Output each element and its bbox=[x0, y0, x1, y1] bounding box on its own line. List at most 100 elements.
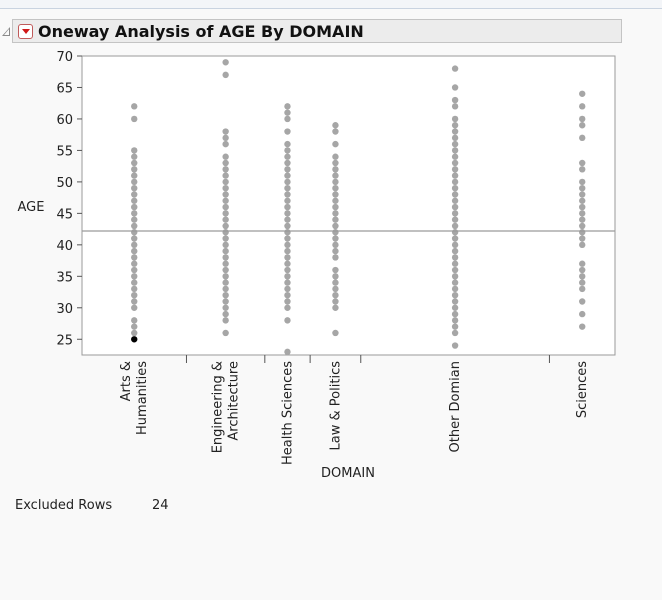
data-point bbox=[451, 153, 459, 160]
data-point bbox=[451, 172, 459, 179]
outline-header[interactable]: Oneway Analysis of AGE By DOMAIN bbox=[2, 19, 622, 43]
data-point bbox=[332, 203, 339, 211]
data-point bbox=[579, 134, 586, 142]
y-tick-label: 40 bbox=[56, 239, 73, 254]
disclosure-triangle-icon[interactable] bbox=[2, 27, 10, 36]
data-point bbox=[579, 197, 586, 204]
data-point bbox=[284, 153, 291, 160]
data-point bbox=[332, 191, 339, 198]
x-axis-label: DOMAIN bbox=[321, 466, 375, 481]
data-point bbox=[451, 285, 459, 293]
data-point bbox=[332, 229, 339, 236]
plot-frame bbox=[81, 55, 616, 356]
data-point bbox=[131, 298, 138, 305]
data-point bbox=[451, 122, 459, 129]
data-point bbox=[131, 266, 138, 274]
data-point bbox=[222, 71, 229, 79]
data-point bbox=[579, 210, 586, 217]
data-point bbox=[332, 140, 339, 148]
data-point bbox=[284, 103, 291, 110]
data-point bbox=[451, 266, 459, 274]
data-point bbox=[579, 115, 586, 123]
x-tick-label: Health Sciences bbox=[280, 361, 295, 465]
data-point bbox=[284, 298, 291, 305]
x-tick-label: Arts & bbox=[119, 361, 134, 401]
data-point bbox=[579, 122, 586, 129]
data-point bbox=[451, 342, 459, 349]
data-point bbox=[451, 65, 459, 72]
data-point bbox=[222, 285, 229, 293]
data-point bbox=[284, 172, 291, 179]
data-point bbox=[332, 247, 339, 255]
data-point bbox=[131, 323, 138, 330]
data-point bbox=[451, 159, 459, 167]
data-point bbox=[332, 298, 339, 305]
data-point bbox=[579, 103, 586, 110]
data-point bbox=[284, 178, 291, 186]
data-point bbox=[284, 229, 291, 236]
data-point bbox=[332, 266, 339, 274]
data-point bbox=[332, 279, 339, 286]
red-triangle-menu-button[interactable] bbox=[18, 23, 33, 39]
data-point bbox=[579, 203, 586, 211]
data-point bbox=[451, 247, 459, 255]
data-point bbox=[284, 210, 291, 217]
excluded-rows-label: Excluded Rows bbox=[15, 498, 113, 513]
data-point bbox=[131, 241, 138, 249]
data-point bbox=[451, 115, 459, 123]
data-point bbox=[131, 254, 138, 261]
data-point bbox=[222, 273, 229, 280]
data-point bbox=[579, 266, 586, 274]
data-point bbox=[579, 310, 586, 318]
data-point bbox=[131, 329, 138, 337]
data-point bbox=[332, 153, 339, 160]
data-point bbox=[579, 241, 586, 249]
data-point bbox=[332, 304, 339, 311]
data-point bbox=[451, 147, 459, 154]
data-point bbox=[222, 184, 229, 192]
data-point bbox=[451, 128, 459, 135]
data-point bbox=[451, 103, 459, 110]
window-top-bar bbox=[0, 0, 662, 9]
data-point bbox=[451, 216, 459, 223]
data-point bbox=[451, 235, 459, 242]
data-point bbox=[222, 304, 229, 311]
data-point bbox=[579, 323, 586, 330]
data-point bbox=[332, 216, 339, 223]
y-tick-label: 65 bbox=[56, 81, 73, 96]
data-point bbox=[451, 140, 459, 148]
data-point bbox=[222, 210, 229, 217]
data-point bbox=[222, 59, 229, 66]
data-point bbox=[451, 166, 459, 173]
data-point bbox=[451, 197, 459, 204]
data-point bbox=[284, 348, 291, 356]
data-point bbox=[451, 229, 459, 236]
data-point bbox=[332, 159, 339, 167]
report-title: Oneway Analysis of AGE By DOMAIN bbox=[38, 21, 364, 41]
data-point bbox=[332, 273, 339, 280]
data-point bbox=[222, 197, 229, 204]
data-point bbox=[451, 84, 459, 91]
data-point bbox=[131, 273, 138, 280]
data-point bbox=[451, 317, 459, 324]
data-point bbox=[222, 235, 229, 242]
data-point bbox=[579, 298, 586, 305]
data-point bbox=[222, 134, 229, 142]
data-point bbox=[284, 279, 291, 286]
data-point bbox=[579, 178, 586, 186]
data-point bbox=[222, 203, 229, 211]
data-point bbox=[579, 191, 586, 198]
data-point bbox=[332, 166, 339, 173]
data-point bbox=[332, 222, 339, 230]
x-tick-label: Law & Politics bbox=[328, 361, 343, 451]
data-point bbox=[451, 96, 459, 104]
data-point bbox=[579, 166, 586, 173]
data-point bbox=[131, 147, 138, 154]
data-point bbox=[222, 216, 229, 223]
data-point bbox=[284, 254, 291, 261]
data-point bbox=[284, 115, 291, 123]
data-point bbox=[332, 172, 339, 179]
data-point bbox=[131, 317, 138, 324]
data-point bbox=[284, 216, 291, 223]
data-point bbox=[579, 222, 586, 230]
